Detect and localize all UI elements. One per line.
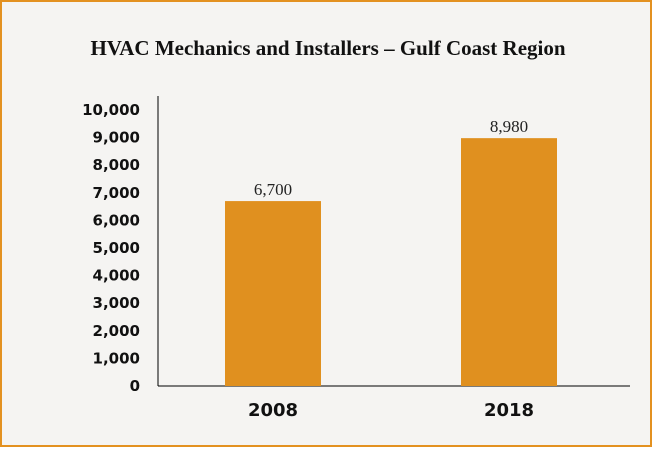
y-tick-label: 2,000 (93, 322, 140, 340)
data-label: 8,980 (490, 117, 528, 136)
x-tick-label: 2008 (248, 400, 298, 421)
y-tick-label: 7,000 (93, 184, 140, 202)
x-tick-label: 2018 (484, 400, 534, 421)
bars (225, 138, 557, 386)
data-label: 6,700 (254, 180, 292, 199)
y-tick-label: 1,000 (93, 349, 140, 367)
y-tick-label: 0 (130, 377, 140, 395)
x-axis: 2008 2018 (158, 385, 630, 421)
y-tick-label: 3,000 (93, 294, 140, 312)
y-tick-label: 8,000 (93, 156, 140, 174)
y-tick-label: 5,000 (93, 239, 140, 257)
data-labels: 6,700 8,980 (254, 117, 528, 199)
bar-2008 (225, 201, 321, 386)
bar-2018 (461, 138, 557, 386)
y-axis: 0 1,000 2,000 3,000 4,000 5,000 6,000 7,000 8,00… (82, 96, 159, 395)
chart-title: HVAC Mechanics and Installers – Gulf Coa… (90, 36, 566, 60)
y-tick-label: 9,000 (93, 129, 140, 147)
y-tick-label: 10,000 (82, 101, 140, 119)
y-tick-label: 6,000 (93, 211, 140, 229)
y-tick-label: 4,000 (93, 267, 140, 285)
